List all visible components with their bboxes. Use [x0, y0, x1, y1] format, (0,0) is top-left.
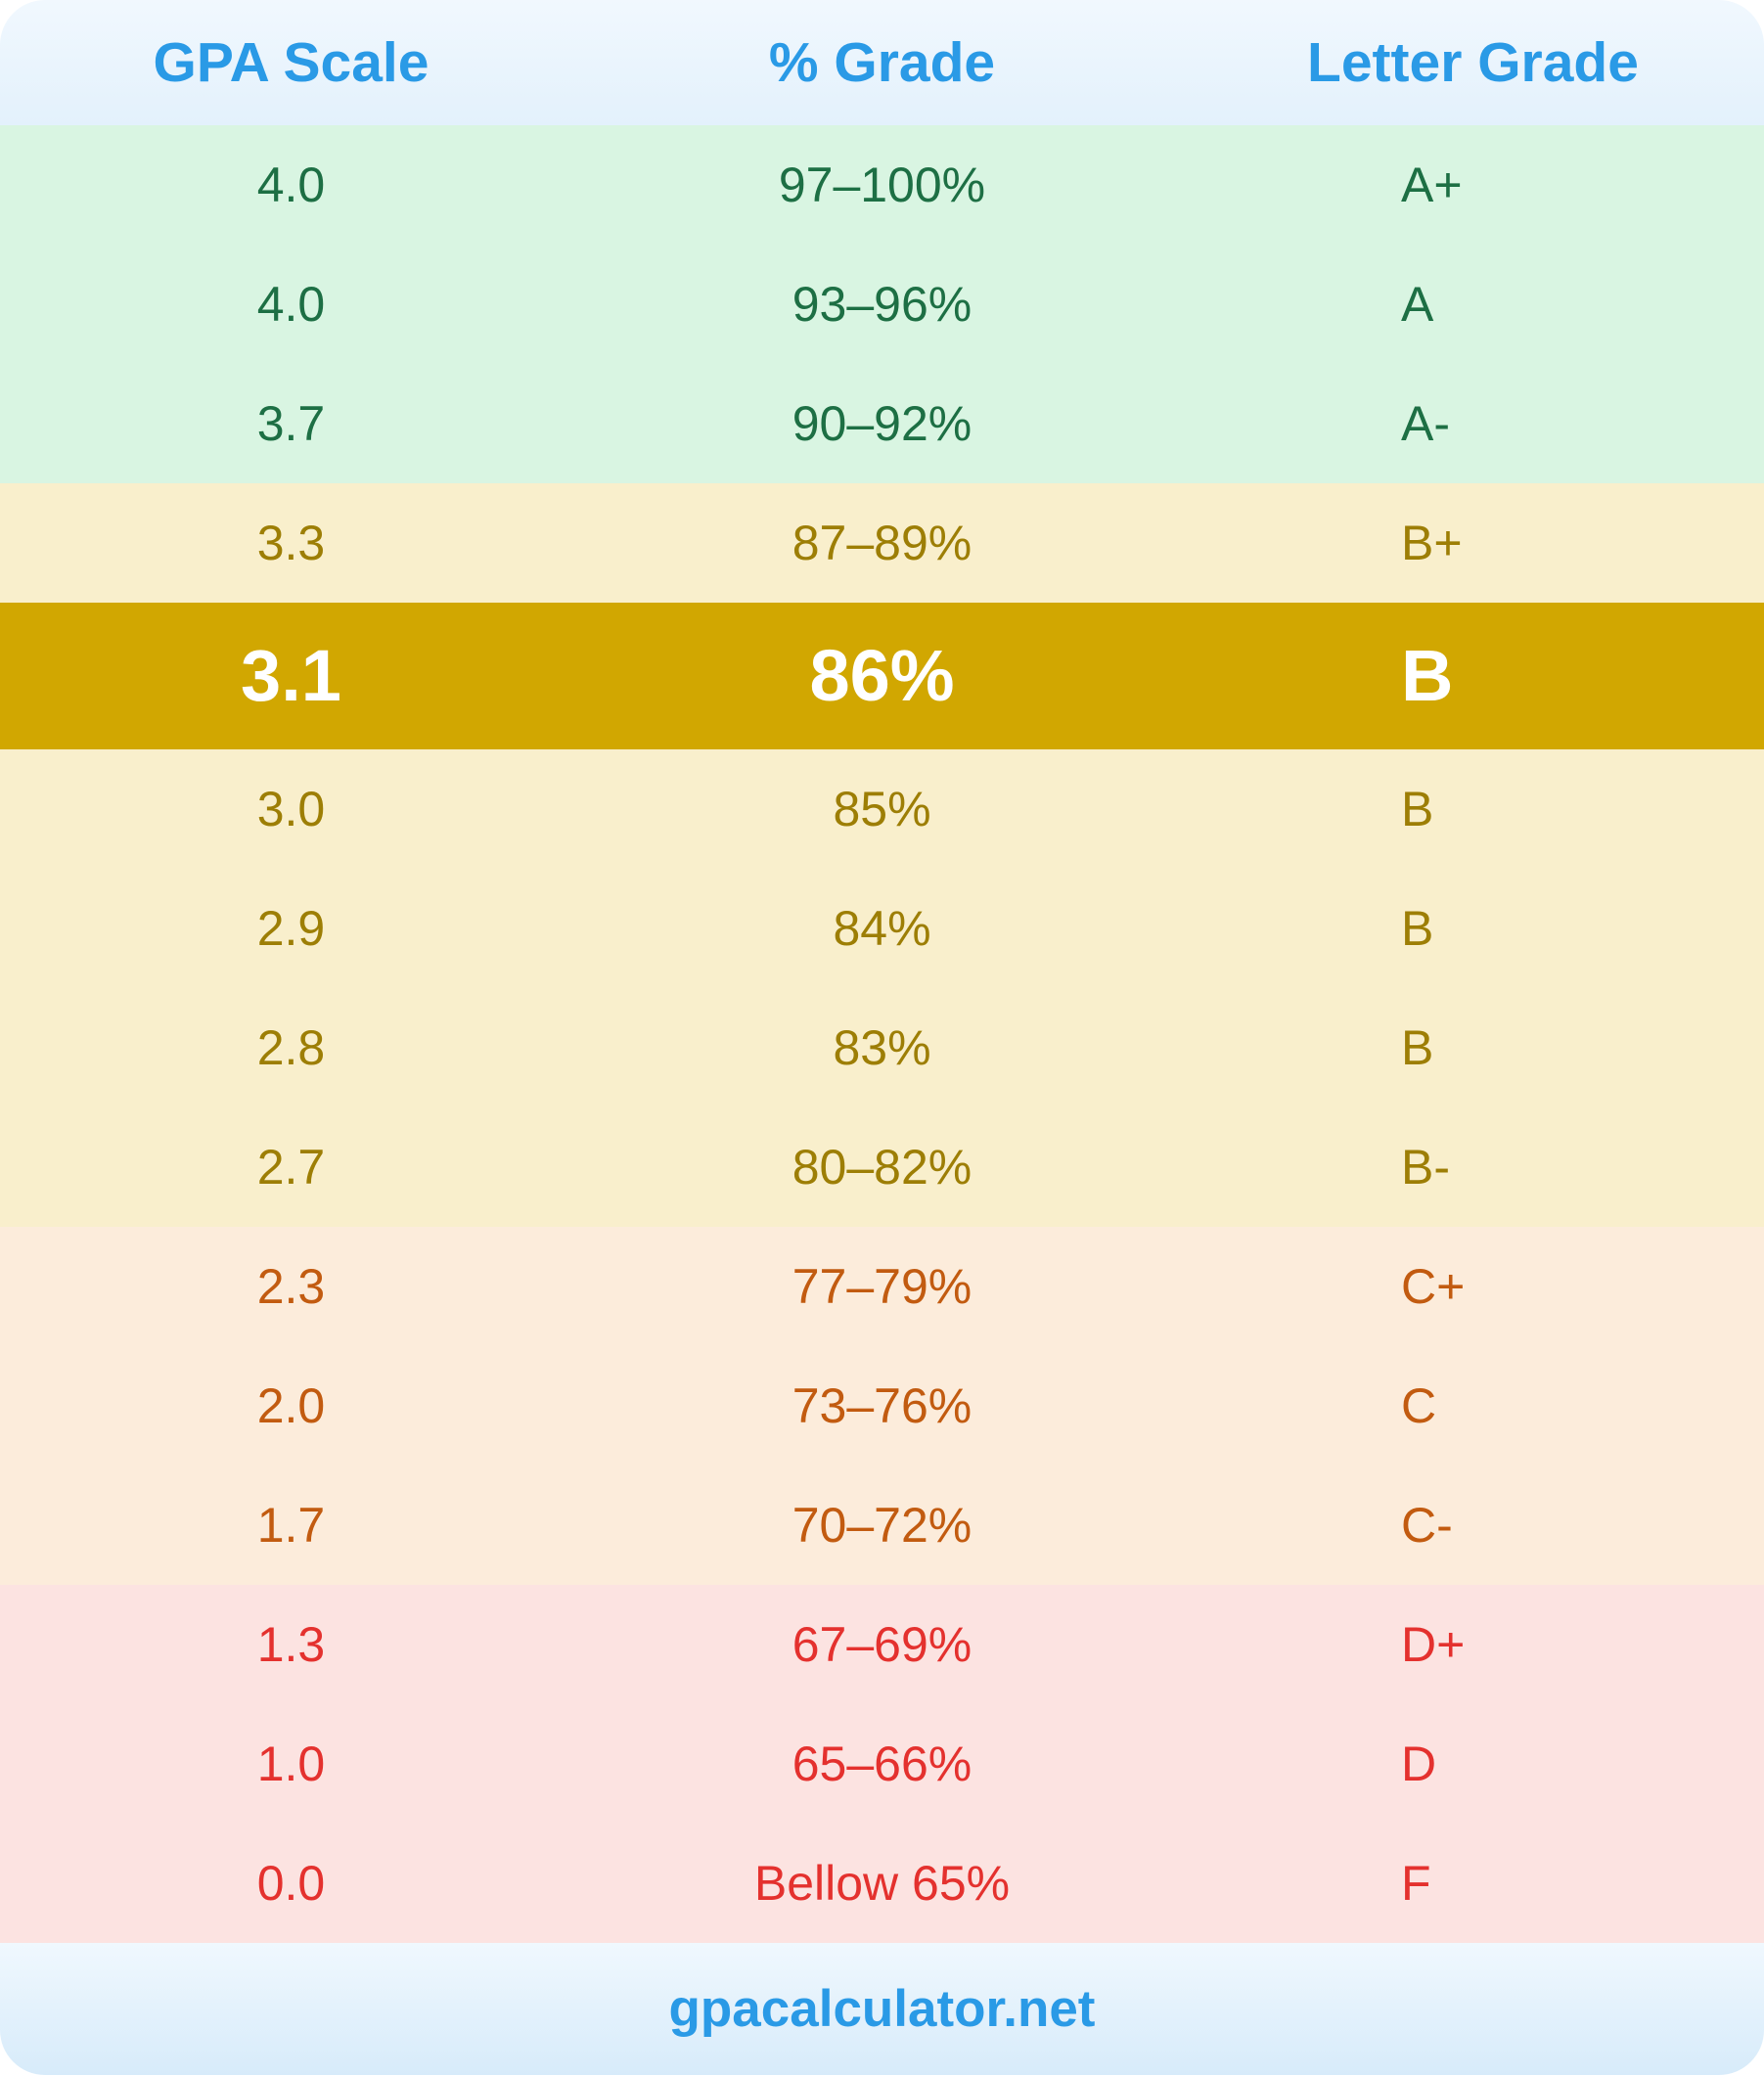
gpa-cell: 3.3 — [256, 516, 326, 570]
percent-cell: 70–72% — [792, 1498, 972, 1553]
gpa-cell: 1.7 — [256, 1498, 326, 1553]
table-row: 4.0 97–100% A+ — [0, 125, 1764, 245]
percent-cell: 85% — [833, 782, 931, 836]
letter-cell: C — [1401, 1378, 1437, 1433]
table-row: 2.0 73–76% C — [0, 1346, 1764, 1466]
header-letter-grade: Letter Grade — [1307, 30, 1639, 94]
table-row: 3.0 85% B — [0, 749, 1764, 869]
percent-cell: 73–76% — [792, 1378, 972, 1433]
table-row: 2.8 83% B — [0, 988, 1764, 1107]
percent-cell: 80–82% — [792, 1140, 972, 1195]
site-name: gpacalculator.net — [668, 1980, 1096, 2038]
letter-cell: A — [1401, 277, 1434, 332]
percent-cell: 97–100% — [778, 158, 986, 212]
table-row: 2.9 84% B — [0, 869, 1764, 988]
gpa-cell: 1.0 — [256, 1737, 326, 1791]
letter-cell: B — [1401, 635, 1454, 716]
gpa-cell: 1.3 — [256, 1617, 326, 1672]
table-row: 2.3 77–79% C+ — [0, 1227, 1764, 1346]
percent-cell: 87–89% — [792, 516, 972, 570]
header-percent-grade: % Grade — [768, 30, 996, 94]
letter-cell: D — [1401, 1737, 1437, 1791]
percent-cell: 84% — [833, 901, 931, 956]
gpa-cell: 3.0 — [256, 782, 326, 836]
table-row-highlighted: 3.1 86% B — [0, 603, 1764, 749]
gpa-cell: 2.3 — [256, 1259, 326, 1314]
letter-cell: B — [1401, 782, 1434, 836]
letter-cell: A+ — [1401, 158, 1463, 212]
table-row: 1.7 70–72% C- — [0, 1466, 1764, 1585]
header-gpa-scale: GPA Scale — [153, 30, 430, 94]
letter-cell: D+ — [1401, 1617, 1466, 1672]
letter-cell: B+ — [1401, 516, 1463, 570]
gpa-cell: 3.1 — [241, 635, 341, 716]
table-row: 1.3 67–69% D+ — [0, 1585, 1764, 1704]
table-row: 2.7 80–82% B- — [0, 1107, 1764, 1227]
percent-cell: 67–69% — [792, 1617, 972, 1672]
gpa-cell: 4.0 — [256, 158, 326, 212]
letter-cell: B — [1401, 1020, 1434, 1075]
table-header: GPA Scale % Grade Letter Grade — [0, 0, 1764, 125]
percent-cell: 83% — [833, 1020, 931, 1075]
gpa-cell: 2.0 — [256, 1378, 326, 1433]
gpa-cell: 2.7 — [256, 1140, 326, 1195]
table-row: 3.3 87–89% B+ — [0, 483, 1764, 603]
table-row: 1.0 65–66% D — [0, 1704, 1764, 1824]
letter-cell: A- — [1401, 396, 1450, 451]
letter-cell: B — [1401, 901, 1434, 956]
gpa-cell: 4.0 — [256, 277, 326, 332]
gpa-cell: 2.9 — [256, 901, 326, 956]
table-body: 4.0 97–100% A+ 4.0 93–96% A 3.7 90–92% A- 3.3 87–8… — [0, 125, 1764, 1943]
letter-cell: B- — [1401, 1140, 1450, 1195]
table-row: 0.0 Bellow 65% F — [0, 1824, 1764, 1943]
percent-cell: Bellow 65% — [753, 1856, 1011, 1911]
gpa-cell: 0.0 — [256, 1856, 326, 1911]
table-row: 3.7 90–92% A- — [0, 364, 1764, 483]
table-row: 4.0 93–96% A — [0, 245, 1764, 364]
percent-cell: 93–96% — [792, 277, 972, 332]
letter-cell: F — [1401, 1856, 1431, 1911]
percent-cell: 86% — [809, 635, 955, 716]
gpa-cell: 3.7 — [256, 396, 326, 451]
percent-cell: 65–66% — [792, 1737, 972, 1791]
letter-cell: C- — [1401, 1498, 1453, 1553]
percent-cell: 77–79% — [792, 1259, 972, 1314]
footer: gpacalculator.net — [0, 1943, 1764, 2075]
gpa-cell: 2.8 — [256, 1020, 326, 1075]
letter-cell: C+ — [1401, 1259, 1466, 1314]
percent-cell: 90–92% — [792, 396, 972, 451]
